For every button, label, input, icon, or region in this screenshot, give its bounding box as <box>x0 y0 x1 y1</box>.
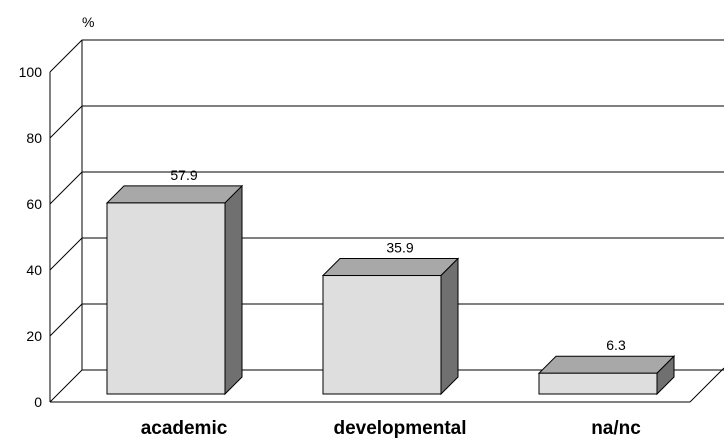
category-label: academic <box>141 418 228 438</box>
data-label: 57.9 <box>170 167 197 183</box>
y-axis-diagonal <box>49 237 83 271</box>
bar-top <box>105 185 244 204</box>
y-axis-diagonal <box>49 105 83 139</box>
y-axis-diagonal <box>49 303 83 337</box>
y-tick-label: 100 <box>19 64 43 80</box>
floor-right-edge <box>689 367 724 403</box>
bar-side <box>224 184 243 396</box>
y-tick-label: 20 <box>26 328 42 344</box>
bar-top <box>537 355 676 374</box>
bar-top <box>321 258 460 277</box>
data-label: 6.3 <box>606 337 626 353</box>
chart-labels: % 0 20 40 60 80 100 57.9 academic 35.9 developmen… <box>19 14 642 438</box>
y-axis-diagonal <box>49 369 83 403</box>
bar <box>106 202 226 395</box>
y-unit-label: % <box>82 14 94 30</box>
bar-side <box>440 257 459 396</box>
y-axis-diagonal <box>49 39 83 73</box>
bar <box>538 372 658 395</box>
y-tick-label: 60 <box>26 196 42 212</box>
data-label: 35.9 <box>386 240 413 256</box>
y-tick-label: 0 <box>34 394 42 410</box>
category-label: developmental <box>333 418 466 438</box>
y-tick-label: 80 <box>26 130 42 146</box>
chart-bars <box>105 184 676 396</box>
category-label: na/nc <box>591 418 641 438</box>
y-tick-label: 40 <box>26 262 42 278</box>
bar <box>322 275 442 395</box>
y-axis-diagonal <box>49 171 83 205</box>
